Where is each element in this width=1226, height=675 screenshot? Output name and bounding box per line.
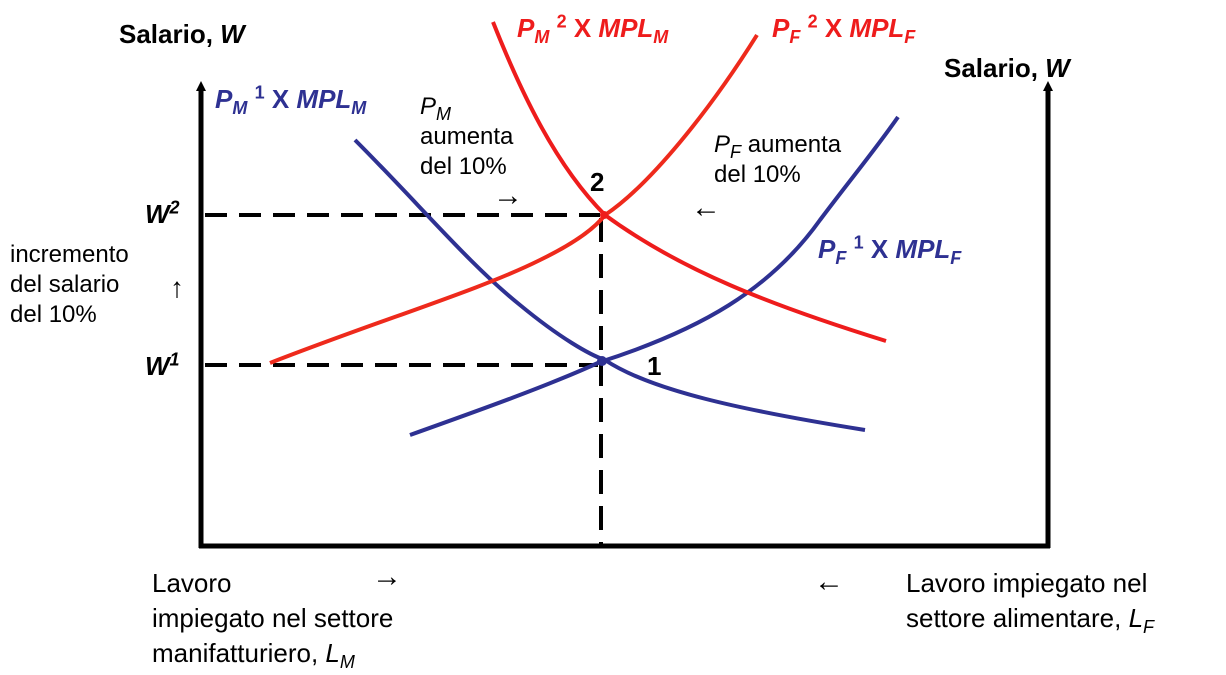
pm1-mplm-label: PM 1 X MPLM bbox=[215, 82, 367, 119]
manufacturing-arrow-icon: → bbox=[372, 560, 402, 593]
pf1-mplf-label: PF 1 X MPLF bbox=[818, 232, 962, 269]
equilibrium-point-1 bbox=[597, 356, 607, 366]
left-arrow-icon: ← bbox=[691, 191, 721, 224]
food-arrow-icon: ← bbox=[814, 565, 844, 598]
pf1-mplf-curve bbox=[409, 115, 900, 437]
pm1-mplm-curve bbox=[353, 138, 866, 432]
pm-increase-note: PM aumenta del 10% bbox=[420, 93, 514, 180]
food-labor-label: Lavoro impiegato nel settore alimentare,… bbox=[906, 568, 1155, 638]
pf-increase-note: PF aumenta del 10% bbox=[714, 131, 842, 188]
w2-label: W2 bbox=[145, 197, 180, 229]
right-arrow-icon: → bbox=[493, 179, 523, 212]
manufacturing-labor-label: Lavoro impiegato nel settore manifatturi… bbox=[152, 568, 394, 673]
pm2-mplm-label: PM 2 X MPLM bbox=[517, 11, 669, 48]
pf2-mplf-label: PF 2 X MPLF bbox=[772, 11, 916, 48]
right-axis-title: Salario, W bbox=[944, 53, 1070, 83]
equilibrium-label-2: 2 bbox=[590, 167, 605, 197]
wage-increase-note: incremento del salario del 10% bbox=[10, 241, 129, 328]
equilibrium-label-1: 1 bbox=[647, 351, 662, 381]
w1-label: W1 bbox=[145, 349, 180, 381]
equilibrium-point-2 bbox=[600, 211, 608, 219]
left-axis-title: Salario, W bbox=[119, 19, 245, 49]
pf2-mplf-curve bbox=[269, 33, 759, 365]
up-arrow-icon: ↑ bbox=[170, 272, 184, 303]
